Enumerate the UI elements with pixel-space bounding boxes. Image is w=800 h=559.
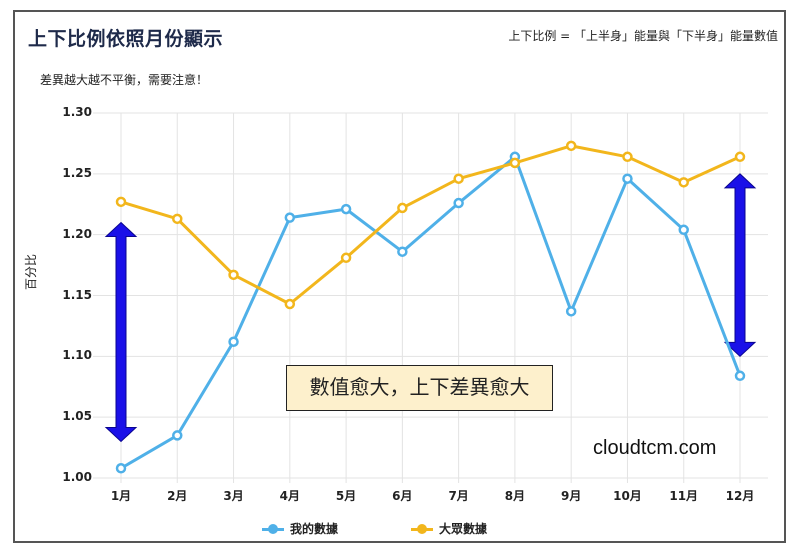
x-tick-label: 5月 [335, 489, 357, 503]
legend-label: 大眾數據 [439, 522, 488, 536]
series-line [120, 155, 742, 470]
x-tick-label: 1月 [110, 489, 132, 503]
x-tick-label: 4月 [279, 489, 300, 503]
x-tick-label: 2月 [167, 489, 188, 503]
data-point[interactable] [115, 463, 127, 474]
data-point[interactable] [565, 140, 577, 152]
y-tick-label: 1.05 [62, 409, 92, 424]
y-tick-label: 1.30 [62, 105, 92, 119]
x-tick-label: 9月 [560, 489, 582, 503]
data-point[interactable] [340, 252, 352, 264]
y-tick-label: 1.25 [62, 165, 92, 180]
y-tick-label: 1.00 [62, 470, 92, 484]
x-tick-label: 6月 [392, 489, 413, 503]
data-point[interactable] [622, 173, 633, 184]
data-point[interactable] [565, 306, 577, 317]
data-point[interactable] [284, 298, 296, 310]
data-point[interactable] [397, 202, 408, 214]
data-point[interactable] [622, 151, 633, 163]
series-line [120, 144, 741, 306]
watermark: cloudtcm.com [593, 437, 717, 459]
y-tick-label: 1.20 [62, 226, 92, 241]
x-tick-label: 12月 [725, 489, 755, 503]
chart-subtitle: 差異越大越不平衡，需要注意！ [40, 73, 209, 87]
data-point[interactable] [734, 370, 746, 382]
legend-label: 我的數據 [290, 522, 339, 536]
legend-item-my-data[interactable]: 我的數據 [262, 520, 338, 537]
data-point[interactable] [228, 336, 239, 347]
data-point[interactable] [172, 213, 183, 225]
data-point[interactable] [734, 151, 746, 163]
data-point[interactable] [172, 430, 183, 441]
double-arrow-icon [104, 221, 138, 443]
data-point[interactable] [453, 197, 464, 209]
y-tick-label: 1.10 [62, 348, 92, 363]
data-point[interactable] [509, 157, 521, 169]
x-tick-label: 10月 [613, 489, 642, 503]
data-point[interactable] [340, 203, 352, 215]
chart-title: 上下比例依照月份顯示 [28, 28, 224, 50]
x-tick-label: 8月 [504, 489, 526, 503]
chart-frame [13, 10, 786, 543]
data-point[interactable] [284, 212, 296, 223]
y-tick-label: 1.15 [62, 287, 92, 302]
data-point[interactable] [228, 269, 239, 281]
data-point[interactable] [453, 173, 464, 184]
annotation-box: 數值愈大，上下差異愈大 [286, 365, 553, 411]
legend-swatch-blue-icon [262, 523, 284, 534]
x-tick-label: 3月 [223, 489, 244, 503]
data-point[interactable] [397, 246, 408, 257]
data-point[interactable] [678, 224, 689, 236]
legend-item-public-data[interactable]: 大眾數據 [411, 520, 487, 537]
data-point[interactable] [678, 177, 689, 188]
x-tick-label: 7月 [448, 489, 469, 503]
formula-note: 上下比例 = 「上半身」能量與「下半身」能量數值 [508, 29, 778, 43]
double-arrow-icon [723, 173, 757, 358]
legend-swatch-yellow-icon [411, 523, 433, 534]
data-point[interactable] [115, 196, 127, 208]
x-tick-label: 11月 [669, 489, 699, 503]
